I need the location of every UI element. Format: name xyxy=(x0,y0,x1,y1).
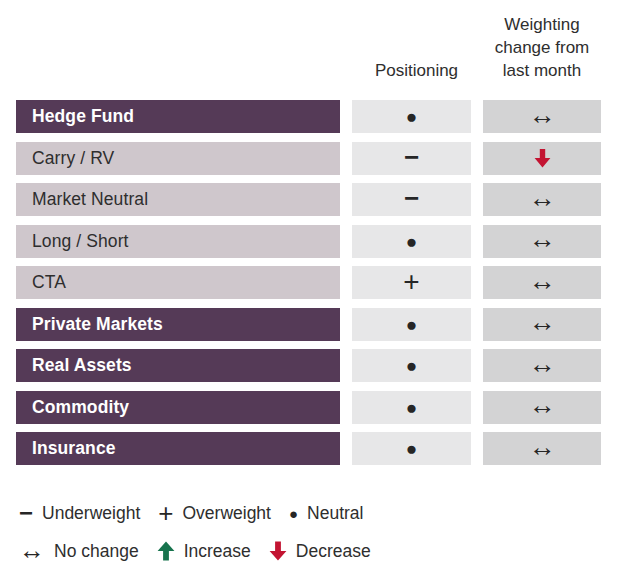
overweight-plus-icon: + xyxy=(403,268,419,298)
left-right-arrow-icon: ↔ xyxy=(19,537,45,565)
positioning-cell: − xyxy=(352,142,471,175)
legend-underweight-label: Underweight xyxy=(42,503,140,524)
column-header-weighting-change: Weighting change from last month xyxy=(483,0,601,92)
increase-arrow-icon xyxy=(157,541,175,561)
row-label-hedge-fund: Hedge Fund xyxy=(16,100,340,133)
row-label-cta: CTA xyxy=(16,266,340,299)
row-label-insurance: Insurance xyxy=(16,432,340,465)
dot-icon: ● xyxy=(289,506,298,521)
row-label-carry-rv: Carry / RV xyxy=(16,142,340,175)
decrease-arrow-icon xyxy=(269,541,287,561)
left-right-arrow-icon: ↔ xyxy=(529,351,556,381)
weighting-change-cell: ↔ xyxy=(483,100,601,133)
legend-decrease: Decrease xyxy=(269,541,371,562)
weighting-change-cell: ↔ xyxy=(483,432,601,465)
positioning-cell: ● xyxy=(352,349,471,382)
positioning-header-label: Positioning xyxy=(375,59,458,82)
positioning-table: Positioning Weighting change from last m… xyxy=(0,0,617,580)
legend-neutral-label: Neutral xyxy=(307,503,363,524)
legend-overweight-label: Overweight xyxy=(182,503,271,524)
left-right-arrow-icon: ↔ xyxy=(529,268,556,298)
weighting-change-cell: ↔ xyxy=(483,183,601,216)
underweight-minus-icon: − xyxy=(404,185,419,214)
neutral-dot-icon: ● xyxy=(406,439,417,458)
asset-positioning-grid: Positioning Weighting change from last m… xyxy=(16,0,601,465)
positioning-cell: ● xyxy=(352,225,471,258)
left-right-arrow-icon: ↔ xyxy=(529,392,556,422)
positioning-cell: ● xyxy=(352,432,471,465)
plus-icon: + xyxy=(158,500,173,526)
weighting-change-cell: ↔ xyxy=(483,308,601,341)
left-right-arrow-icon: ↔ xyxy=(529,309,556,339)
weighting-change-cell: ↔ xyxy=(483,225,601,258)
neutral-dot-icon: ● xyxy=(406,398,417,417)
row-label-market-neutral: Market Neutral xyxy=(16,183,340,216)
weighting-change-cell: ↔ xyxy=(483,349,601,382)
neutral-dot-icon: ● xyxy=(406,356,417,375)
row-label-real-assets: Real Assets xyxy=(16,349,340,382)
positioning-cell: − xyxy=(352,183,471,216)
column-header-positioning: Positioning xyxy=(357,0,476,92)
row-label-long-short: Long / Short xyxy=(16,225,340,258)
row-label-private-markets: Private Markets xyxy=(16,308,340,341)
legend-row-positioning: − Underweight + Overweight ● Neutral xyxy=(19,500,371,526)
left-right-arrow-icon: ↔ xyxy=(529,102,556,132)
weighting-change-header-label: Weighting change from last month xyxy=(489,13,595,82)
neutral-dot-icon: ● xyxy=(406,315,417,334)
row-label-commodity: Commodity xyxy=(16,391,340,424)
legend-row-change: ↔ No change Increase Decrease xyxy=(19,537,371,565)
legend-no-change-label: No change xyxy=(54,541,139,562)
legend-no-change: ↔ No change xyxy=(19,537,139,565)
positioning-cell: ● xyxy=(352,308,471,341)
left-right-arrow-icon: ↔ xyxy=(529,434,556,464)
legend-decrease-label: Decrease xyxy=(296,541,371,562)
legend-neutral: ● Neutral xyxy=(289,503,363,524)
decrease-arrow-icon xyxy=(534,149,551,168)
underweight-minus-icon: − xyxy=(404,144,419,173)
weighting-change-cell xyxy=(483,142,601,175)
neutral-dot-icon: ● xyxy=(406,107,417,126)
positioning-cell: ● xyxy=(352,100,471,133)
weighting-change-cell: ↔ xyxy=(483,391,601,424)
positioning-cell: + xyxy=(352,266,471,299)
weighting-change-cell: ↔ xyxy=(483,266,601,299)
legend-overweight: + Overweight xyxy=(158,500,271,526)
left-right-arrow-icon: ↔ xyxy=(529,226,556,256)
legend: − Underweight + Overweight ● Neutral ↔ N… xyxy=(19,500,371,565)
legend-increase: Increase xyxy=(157,541,251,562)
legend-underweight: − Underweight xyxy=(19,501,140,525)
positioning-cell: ● xyxy=(352,391,471,424)
minus-icon: − xyxy=(19,501,33,525)
legend-increase-label: Increase xyxy=(184,541,251,562)
neutral-dot-icon: ● xyxy=(406,232,417,251)
column-header-spacer xyxy=(16,0,340,92)
left-right-arrow-icon: ↔ xyxy=(529,185,556,215)
